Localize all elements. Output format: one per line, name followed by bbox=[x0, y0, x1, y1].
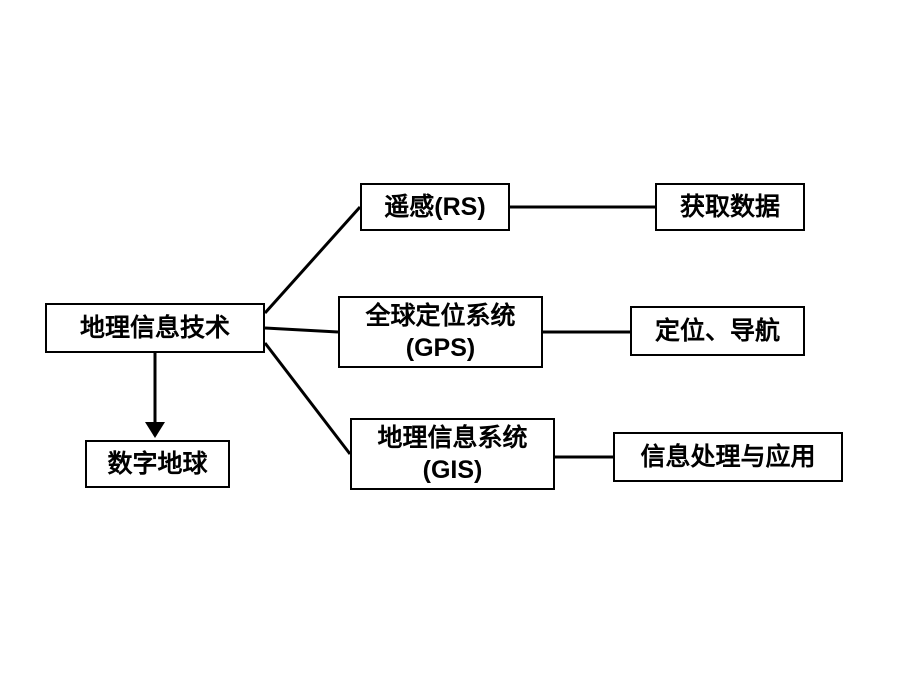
node-branch1: 遥感(RS) bbox=[360, 183, 510, 231]
node-branch3_desc: 信息处理与应用 bbox=[613, 432, 843, 482]
edge-root-branch2 bbox=[265, 328, 338, 332]
node-branch3: 地理信息系统 (GIS) bbox=[350, 418, 555, 490]
arrow-head-icon bbox=[145, 422, 165, 438]
node-branch1_desc: 获取数据 bbox=[655, 183, 805, 231]
node-branch2: 全球定位系统 (GPS) bbox=[338, 296, 543, 368]
node-branch2_desc: 定位、导航 bbox=[630, 306, 805, 356]
node-child_down: 数字地球 bbox=[85, 440, 230, 488]
node-root: 地理信息技术 bbox=[45, 303, 265, 353]
